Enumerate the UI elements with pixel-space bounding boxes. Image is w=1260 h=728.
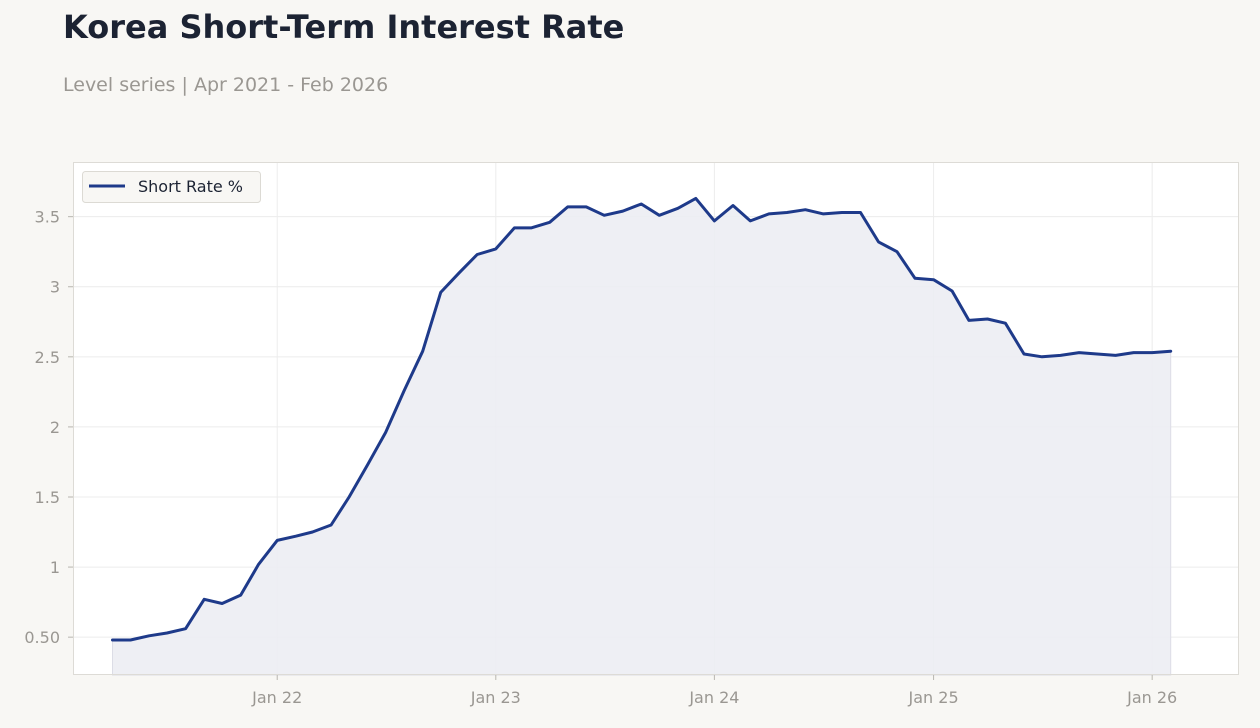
y-tick-label: 1.5 xyxy=(35,488,60,507)
y-tick-label: 0.50 xyxy=(24,628,60,647)
y-tick-label: 1 xyxy=(50,558,60,577)
y-axis: 0.50 1 1.5 2 2.5 3 3.5 xyxy=(24,208,73,647)
x-tick-label: Jan 23 xyxy=(470,688,521,707)
x-tick-label: Jan 25 xyxy=(908,688,959,707)
x-tick-label: Jan 24 xyxy=(688,688,739,707)
legend-label: Short Rate % xyxy=(138,177,243,196)
y-tick-label: 3 xyxy=(50,278,60,297)
x-tick-label: Jan 26 xyxy=(1126,688,1177,707)
chart-title: Korea Short-Term Interest Rate xyxy=(63,8,625,46)
plot-border xyxy=(73,162,1239,675)
series-line xyxy=(111,196,1173,642)
y-tick-label: 2.5 xyxy=(35,348,60,367)
y-tick-label: 2 xyxy=(50,418,60,437)
legend: Short Rate % xyxy=(82,171,261,203)
x-axis: Jan 22 Jan 23 Jan 24 Jan 25 Jan 26 xyxy=(251,675,1177,707)
legend-box xyxy=(82,171,261,203)
x-tick-label: Jan 22 xyxy=(251,688,302,707)
chart-subtitle: Level series | Apr 2021 - Feb 2026 xyxy=(63,74,389,96)
y-tick-label: 3.5 xyxy=(35,208,60,227)
